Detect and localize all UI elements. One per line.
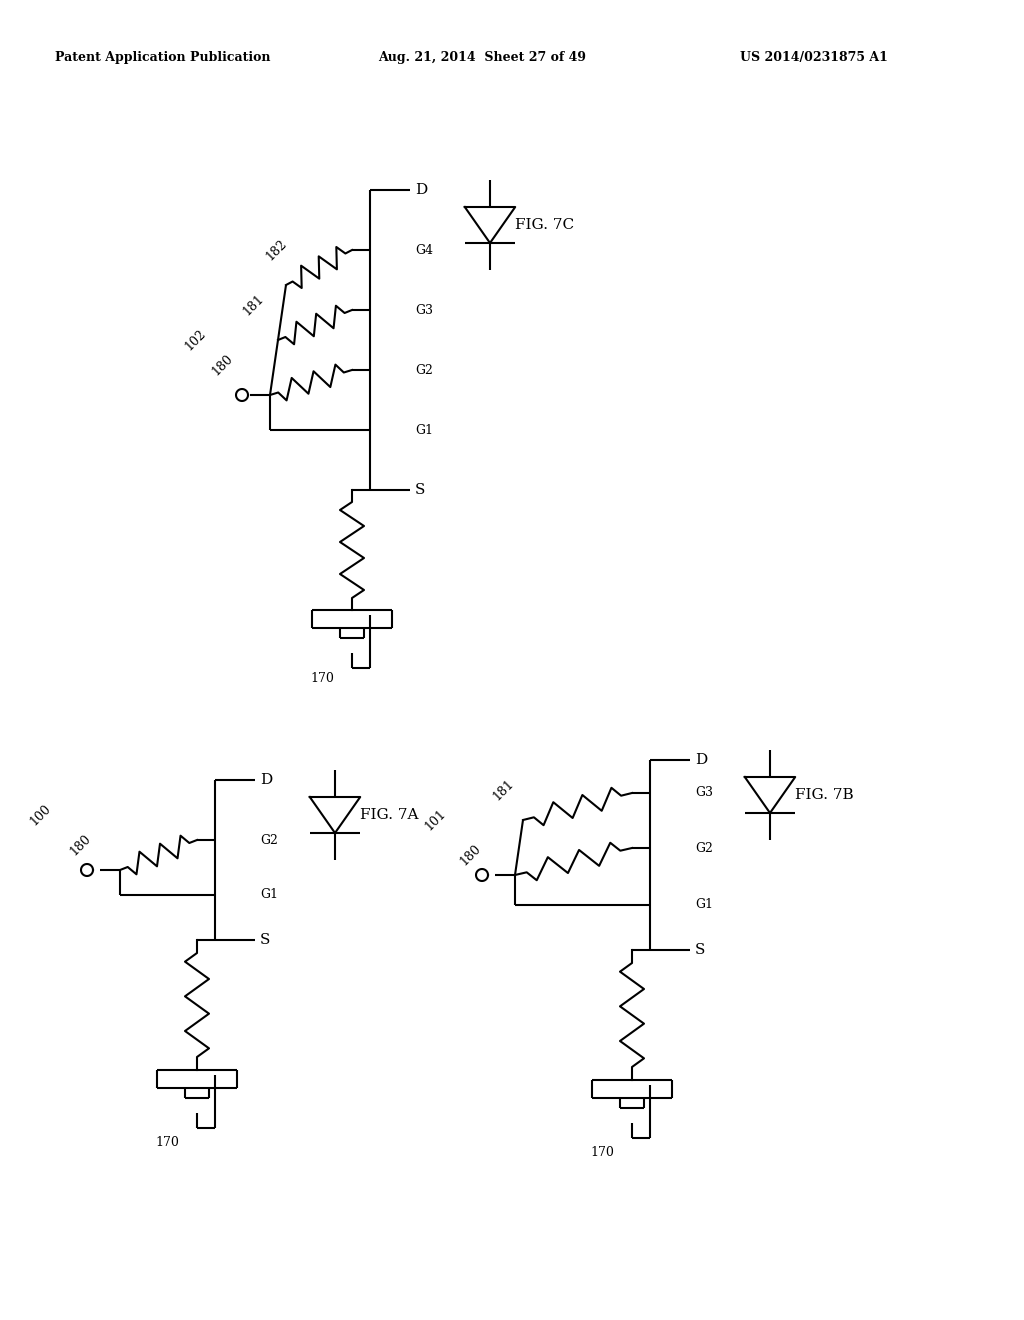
Text: 181: 181 — [240, 292, 266, 318]
Text: G1: G1 — [415, 424, 433, 437]
Text: G2: G2 — [415, 363, 433, 376]
Text: G2: G2 — [260, 833, 278, 846]
Text: G3: G3 — [695, 787, 713, 800]
Text: FIG. 7B: FIG. 7B — [795, 788, 854, 803]
Text: 182: 182 — [263, 238, 289, 263]
Text: G2: G2 — [695, 842, 713, 854]
Text: 101: 101 — [422, 807, 449, 833]
Text: D: D — [415, 183, 427, 197]
Text: Patent Application Publication: Patent Application Publication — [55, 51, 270, 65]
Text: 170: 170 — [155, 1137, 179, 1150]
Text: D: D — [695, 752, 708, 767]
Text: G1: G1 — [695, 899, 713, 912]
Text: 170: 170 — [310, 672, 334, 685]
Text: 180: 180 — [209, 352, 236, 378]
Text: 180: 180 — [457, 842, 483, 869]
Text: 102: 102 — [182, 327, 208, 352]
Text: G3: G3 — [415, 304, 433, 317]
Text: S: S — [415, 483, 425, 498]
Text: FIG. 7A: FIG. 7A — [360, 808, 419, 822]
Text: S: S — [260, 933, 270, 946]
Text: 100: 100 — [27, 803, 53, 828]
Text: US 2014/0231875 A1: US 2014/0231875 A1 — [740, 51, 888, 65]
Text: Aug. 21, 2014  Sheet 27 of 49: Aug. 21, 2014 Sheet 27 of 49 — [378, 51, 586, 65]
Text: D: D — [260, 774, 272, 787]
Text: FIG. 7C: FIG. 7C — [515, 218, 574, 232]
Text: G4: G4 — [415, 243, 433, 256]
Text: 181: 181 — [489, 777, 516, 803]
Text: G1: G1 — [260, 888, 278, 902]
Text: S: S — [695, 942, 706, 957]
Text: 170: 170 — [590, 1147, 614, 1159]
Text: 180: 180 — [67, 832, 93, 858]
